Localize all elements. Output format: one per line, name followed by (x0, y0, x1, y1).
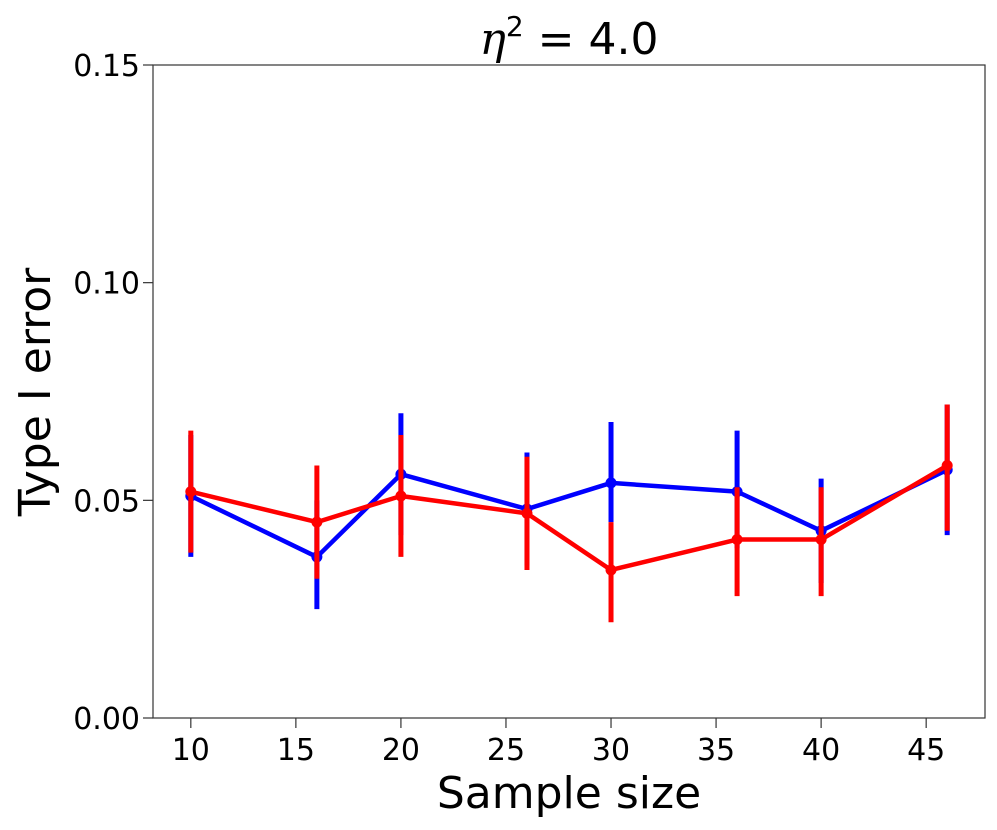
y-axis-label: Type I error (10, 267, 61, 517)
series-line-blue (189, 467, 949, 560)
x-tick-label: 10 (172, 733, 210, 768)
series-blue (185, 404, 953, 610)
x-tick-label: 25 (487, 733, 525, 768)
plot-frame (152, 64, 986, 719)
title-rest: = 4.0 (524, 14, 659, 65)
x-tick-label: 15 (277, 733, 315, 768)
series-layer (185, 404, 953, 623)
data-point-blue (605, 477, 617, 489)
data-point-red (521, 507, 533, 519)
data-point-red (605, 564, 617, 576)
x-axis-label: Sample size (437, 768, 701, 819)
title-exponent: 2 (506, 10, 524, 43)
y-tick-label: 0.00 (73, 702, 140, 737)
data-point-red (815, 534, 827, 546)
data-point-red (731, 534, 743, 546)
data-point-red (941, 460, 953, 472)
y-axis-ticks: 0.00 0.05 0.10 0.15 (73, 49, 153, 737)
x-tick-label: 30 (592, 733, 630, 768)
series-red (185, 404, 953, 623)
x-tick-label: 20 (382, 733, 420, 768)
x-tick-label: 35 (697, 733, 735, 768)
data-point-red (395, 490, 407, 502)
x-tick-label: 45 (907, 733, 945, 768)
y-tick-label: 0.10 (73, 267, 140, 302)
x-axis-ticks: 10 15 20 25 30 35 40 45 (172, 718, 945, 768)
data-point-red (185, 486, 197, 498)
data-point-red (311, 516, 323, 528)
y-tick-label: 0.05 (73, 484, 140, 519)
series-line-red (190, 463, 949, 573)
y-tick-label: 0.15 (73, 49, 140, 84)
x-tick-label: 40 (802, 733, 840, 768)
title-symbol: η (479, 14, 505, 65)
chart-title: η2 = 4.0 (479, 10, 658, 65)
